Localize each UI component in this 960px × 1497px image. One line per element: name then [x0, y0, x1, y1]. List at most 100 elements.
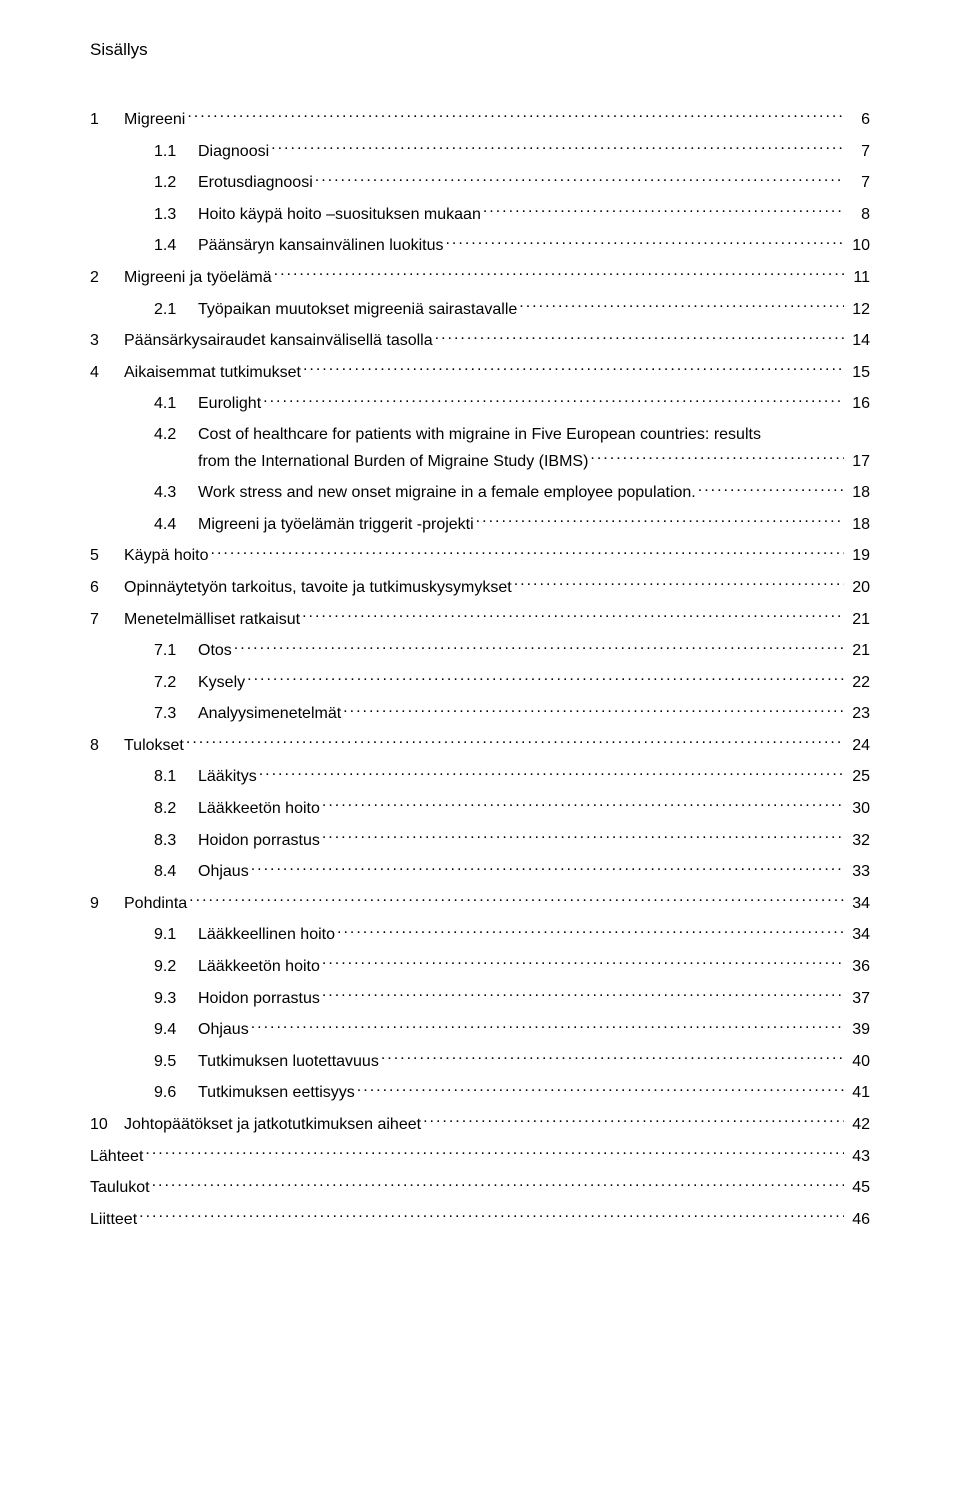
toc-number: 1.1	[154, 141, 198, 163]
toc-page: 30	[846, 798, 870, 820]
toc-leader	[423, 1113, 844, 1129]
toc-entry: 8.2Lääkkeetön hoito 30	[90, 797, 870, 820]
toc-page: 39	[846, 1019, 870, 1041]
toc-label: Lääkkeellinen hoito	[198, 924, 335, 946]
toc-leader	[152, 1176, 844, 1192]
toc-leader	[234, 639, 844, 655]
toc-number: 7.1	[154, 640, 198, 662]
toc-entry: 2Migreeni ja työelämä11	[90, 266, 870, 289]
toc-number: 9.1	[154, 924, 198, 946]
toc-number: 1.3	[154, 204, 198, 226]
toc-page: 10	[846, 235, 870, 257]
toc-label: Erotusdiagnoosi	[198, 172, 313, 194]
toc-leader	[381, 1050, 844, 1066]
toc-entry: Liitteet46	[90, 1208, 870, 1231]
toc-label: Taulukot	[90, 1177, 150, 1199]
toc-page: 46	[846, 1209, 870, 1231]
toc-entry: 8Tulokset24	[90, 734, 870, 757]
toc-leader	[145, 1145, 844, 1161]
toc-label: Lääkkeetön hoito	[198, 798, 320, 820]
toc-label: Pohdinta	[124, 893, 187, 915]
toc-page: 18	[846, 514, 870, 536]
toc-entry: 9.6Tutkimuksen eettisyys41	[90, 1081, 870, 1104]
toc-label: Hoidon porrastus	[198, 988, 320, 1010]
toc-leader	[476, 513, 844, 529]
toc-label: Otos	[198, 640, 232, 662]
toc-label: Analyysimenetelmät	[198, 703, 341, 725]
toc-number: 2.1	[154, 299, 198, 321]
toc-leader	[435, 329, 844, 345]
toc-page: 34	[846, 893, 870, 915]
toc-entry-wrap: from the International Burden of Migrain…	[90, 450, 870, 473]
toc-entry: 5Käypä hoito19	[90, 544, 870, 567]
toc-page: 36	[846, 956, 870, 978]
toc-label: Hoidon porrastus	[198, 830, 320, 852]
toc-leader	[483, 203, 844, 219]
toc-label: Diagnoosi	[198, 141, 269, 163]
toc-page: 7	[846, 172, 870, 194]
toc-page: 6	[846, 109, 870, 131]
toc-entry: 1Migreeni6	[90, 108, 870, 131]
toc-entry: 10Johtopäätökset ja jatkotutkimuksen aih…	[90, 1113, 870, 1136]
toc-number: 3	[90, 330, 124, 352]
toc-page: 34	[846, 924, 870, 946]
toc-page: 24	[846, 735, 870, 757]
toc-leader	[315, 171, 844, 187]
toc-label: Migreeni ja työelämän triggerit -projekt…	[198, 514, 474, 536]
toc-leader	[303, 361, 844, 377]
toc-page: 33	[846, 861, 870, 883]
toc-page: 17	[846, 451, 870, 473]
toc-leader	[322, 797, 844, 813]
toc-number: 1	[90, 109, 124, 131]
toc-entry: Taulukot45	[90, 1176, 870, 1199]
toc-label: Tulokset	[124, 735, 184, 757]
toc-leader	[343, 702, 844, 718]
toc-label: Päänsäryn kansainvälinen luokitus	[198, 235, 443, 257]
toc-leader	[322, 987, 844, 1003]
toc-leader	[590, 450, 844, 466]
toc-leader	[251, 1018, 844, 1034]
toc-label: Kysely	[198, 672, 245, 694]
toc-label: from the International Burden of Migrain…	[198, 451, 588, 473]
toc-entry: 1.2Erotusdiagnoosi7	[90, 171, 870, 194]
toc-label: Hoito käypä hoito –suosituksen mukaan	[198, 204, 481, 226]
toc-label: Menetelmälliset ratkaisut	[124, 609, 300, 631]
toc-number: 8.2	[154, 798, 198, 820]
toc-leader	[322, 829, 844, 845]
toc-entry: 7.1Otos21	[90, 639, 870, 662]
toc-entry: 1.1Diagnoosi7	[90, 140, 870, 163]
toc-number: 10	[90, 1114, 124, 1136]
toc-label: Lääkkeetön hoito	[198, 956, 320, 978]
toc-leader	[357, 1081, 844, 1097]
toc-leader	[337, 923, 844, 939]
toc-leader	[247, 671, 844, 687]
toc-page: 8	[846, 204, 870, 226]
toc-label: Cost of healthcare for patients with mig…	[198, 424, 761, 446]
toc-entry: Lähteet43	[90, 1145, 870, 1168]
toc-number: 4	[90, 362, 124, 384]
toc-page: 22	[846, 672, 870, 694]
toc-leader	[445, 234, 844, 250]
toc-label: Opinnäytetyön tarkoitus, tavoite ja tutk…	[124, 577, 512, 599]
toc-number: 8.4	[154, 861, 198, 883]
toc-entry: 4.1Eurolight16	[90, 392, 870, 415]
toc-label: Eurolight	[198, 393, 261, 415]
toc-number: 7.3	[154, 703, 198, 725]
toc-entry: 9Pohdinta 34	[90, 892, 870, 915]
toc-label: Johtopäätökset ja jatkotutkimuksen aihee…	[124, 1114, 421, 1136]
toc-leader	[139, 1208, 844, 1224]
toc-label: Migreeni ja työelämä	[124, 267, 272, 289]
toc-leader	[189, 892, 844, 908]
toc-number: 9.3	[154, 988, 198, 1010]
toc-title: Sisällys	[90, 40, 870, 60]
toc-number: 1.4	[154, 235, 198, 257]
toc-entry: 1.3Hoito käypä hoito –suosituksen mukaan…	[90, 203, 870, 226]
toc-entry: 7.2Kysely22	[90, 671, 870, 694]
toc-leader	[274, 266, 844, 282]
toc-label: Lähteet	[90, 1146, 143, 1168]
toc-entry: 8.1Lääkitys25	[90, 765, 870, 788]
toc-page: 18	[846, 482, 870, 504]
toc-number: 9	[90, 893, 124, 915]
toc-leader	[251, 860, 844, 876]
toc-page: 32	[846, 830, 870, 852]
